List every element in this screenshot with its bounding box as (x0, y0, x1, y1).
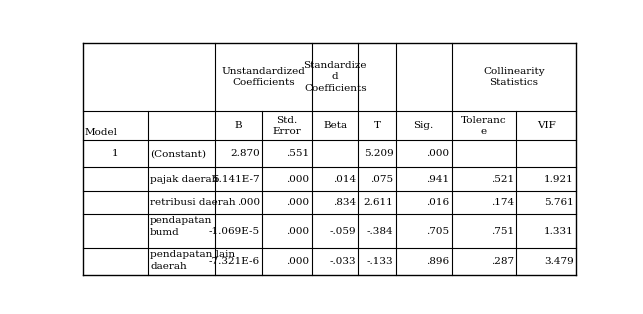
Text: Sig.: Sig. (413, 122, 434, 130)
Text: 1.921: 1.921 (544, 175, 574, 184)
Text: pendapatan lain: pendapatan lain (150, 250, 235, 258)
Text: Standardize
d
Coefficients: Standardize d Coefficients (303, 61, 367, 93)
Text: B: B (235, 122, 242, 130)
Text: (Constant): (Constant) (150, 149, 206, 158)
Text: 5.761: 5.761 (544, 198, 574, 207)
Text: bumd: bumd (150, 228, 180, 237)
Text: Std.
Error: Std. Error (273, 116, 302, 136)
Text: 5.209: 5.209 (363, 149, 394, 158)
Text: .834: .834 (333, 198, 356, 207)
Text: daerah: daerah (150, 262, 187, 271)
Text: Unstandardized
Coefficients: Unstandardized Coefficients (222, 67, 305, 87)
Text: .000: .000 (287, 257, 310, 266)
Text: .000: .000 (237, 198, 260, 207)
Text: Collinearity
Statistics: Collinearity Statistics (483, 67, 545, 87)
Text: .551: .551 (287, 149, 310, 158)
Text: .000: .000 (287, 227, 310, 236)
Text: .016: .016 (426, 198, 449, 207)
Text: Toleranc
e: Toleranc e (461, 116, 507, 136)
Text: 1.331: 1.331 (544, 227, 574, 236)
Text: -7.321E-6: -7.321E-6 (208, 257, 260, 266)
Text: .287: .287 (491, 257, 514, 266)
Text: .705: .705 (426, 227, 449, 236)
Text: .896: .896 (426, 257, 449, 266)
Text: 2.611: 2.611 (363, 198, 394, 207)
Text: 1: 1 (112, 149, 118, 158)
Text: .075: .075 (370, 175, 394, 184)
Text: -.133: -.133 (367, 257, 394, 266)
Text: Beta: Beta (323, 122, 347, 130)
Text: .751: .751 (491, 227, 514, 236)
Text: VIF: VIF (537, 122, 556, 130)
Text: -.033: -.033 (329, 257, 356, 266)
Text: 5.141E-7: 5.141E-7 (212, 175, 260, 184)
Text: .000: .000 (287, 198, 310, 207)
Text: -.384: -.384 (367, 227, 394, 236)
Text: T: T (374, 122, 381, 130)
Text: Model: Model (85, 128, 118, 137)
Text: pajak daerah: pajak daerah (150, 175, 219, 184)
Text: retribusi daerah: retribusi daerah (150, 198, 236, 207)
Text: .014: .014 (333, 175, 356, 184)
Text: .174: .174 (491, 198, 514, 207)
Text: 3.479: 3.479 (544, 257, 574, 266)
Text: .521: .521 (491, 175, 514, 184)
Text: -.059: -.059 (329, 227, 356, 236)
Text: .000: .000 (426, 149, 449, 158)
Text: pendapatan: pendapatan (150, 216, 213, 225)
Text: .941: .941 (426, 175, 449, 184)
Text: .000: .000 (287, 175, 310, 184)
Text: 2.870: 2.870 (230, 149, 260, 158)
Text: -1.069E-5: -1.069E-5 (208, 227, 260, 236)
